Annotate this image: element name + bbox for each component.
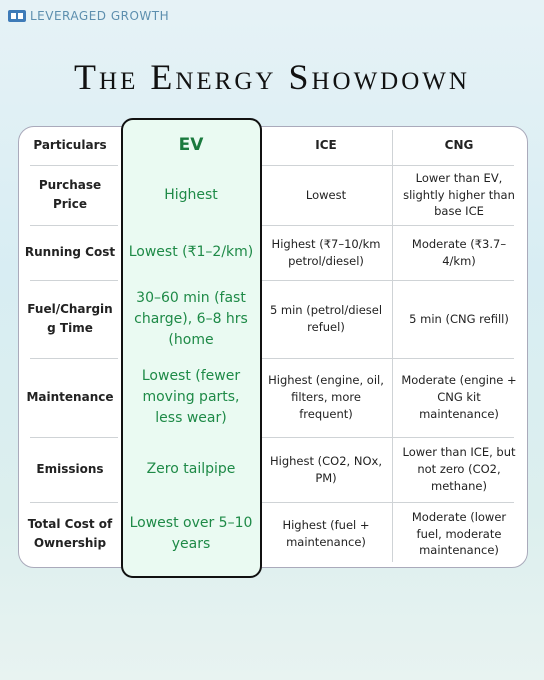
header-cell: EV [178, 134, 204, 155]
row-divider [30, 280, 118, 281]
row-divider [30, 225, 118, 226]
cell: Lower than ICE, but not zero (CO2, metha… [402, 445, 516, 493]
row-divider [262, 358, 514, 359]
col-divider [392, 130, 393, 562]
cell: 30–60 min (fast charge), 6–8 hrs (home [134, 289, 248, 348]
row-divider [262, 437, 514, 438]
row-divider [30, 358, 118, 359]
cell: Moderate (lower fuel, moderate maintenan… [411, 509, 507, 558]
cell: Highest (CO2, NOx, PM) [270, 453, 382, 485]
row-divider [30, 165, 118, 166]
row-divider [262, 280, 514, 281]
cell: Lowest (fewer moving parts, less wear) [141, 368, 241, 426]
header-cell: Particulars [33, 137, 107, 152]
cell: Emissions [36, 461, 104, 476]
cell: Total Cost of Ownership [27, 516, 113, 550]
cell: Fuel/Charging Time [27, 301, 113, 335]
logo-icon [8, 10, 26, 22]
cell: Moderate (₹3.7–4/km) [411, 236, 507, 268]
cell: Running Cost [24, 244, 116, 259]
cell: Moderate (engine + CNG kit maintenance) [401, 373, 517, 421]
row-divider [30, 437, 118, 438]
title: The Energy Showdown [74, 57, 470, 97]
cell: Lowest (₹1–2/km) [128, 244, 254, 260]
row-divider [30, 502, 118, 503]
brand: LEVERAGED GROWTH [30, 9, 170, 23]
cell: Highest (engine, oil, filters, more freq… [268, 373, 384, 421]
row-divider [262, 225, 514, 226]
cell: Lower than EV, slightly higher than base… [403, 170, 515, 219]
cell: 5 min (CNG refill) [409, 311, 509, 326]
cell: Lowest [305, 187, 347, 202]
cell: Zero tailpipe [146, 461, 236, 477]
cell: Purchase Price [38, 177, 102, 211]
row-divider [262, 502, 514, 503]
cell: Maintenance [26, 389, 114, 404]
cell: Highest (₹7–10/km petrol/diesel) [271, 236, 381, 268]
cell: Highest (fuel + maintenance) [282, 518, 370, 549]
table-card [18, 126, 528, 568]
cell: Lowest over 5–10 years [129, 515, 253, 552]
header-cell: CNG [444, 137, 474, 152]
ev-highlight [121, 118, 262, 578]
cell: 5 min (petrol/diesel refuel) [269, 303, 383, 334]
header-cell: ICE [315, 137, 337, 152]
row-divider [262, 165, 514, 166]
cell: Highest [164, 186, 218, 203]
